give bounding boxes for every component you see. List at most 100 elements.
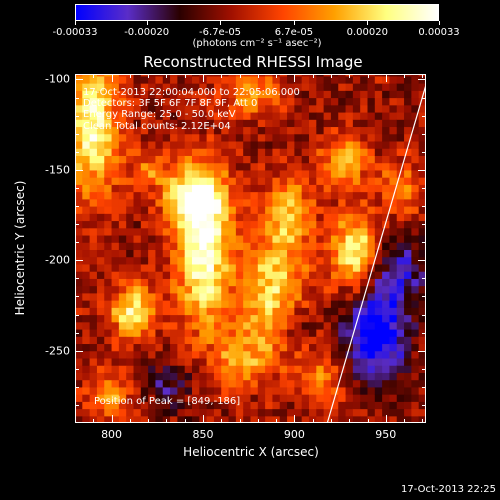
heatmap-cell (323, 119, 332, 128)
heatmap-cell (316, 314, 325, 323)
heatmap-cell (162, 408, 171, 417)
heatmap-cell (345, 169, 354, 178)
heatmap-cell (250, 177, 259, 185)
heatmap-cell (155, 365, 164, 373)
heatmap-cell (96, 97, 105, 106)
plot-area: 17-Oct-2013 22:00:04.000 to 22:05:06.000… (75, 74, 426, 423)
heatmap-cell (228, 321, 237, 330)
heatmap-cell (192, 271, 200, 279)
heatmap-cell (279, 83, 288, 91)
heatmap-cell (301, 321, 310, 330)
heatmap-cell (367, 408, 376, 417)
heatmap-cell (250, 169, 259, 178)
heatmap-cell (367, 386, 376, 395)
heatmap-cell (272, 285, 281, 294)
heatmap-cell (206, 169, 215, 178)
heatmap-cell (118, 162, 127, 171)
heatmap-cell (206, 328, 215, 337)
heatmap-cell (162, 263, 171, 272)
heatmap-cell (118, 242, 127, 251)
heatmap-cell (360, 83, 369, 91)
heatmap-cell (352, 263, 361, 272)
heatmap-cell (323, 155, 332, 164)
heatmap-cell (82, 155, 91, 164)
colorbar-tick-label: -0.00020 (124, 27, 170, 38)
heatmap-cell (382, 220, 391, 229)
heatmap-cell (389, 155, 398, 164)
heatmap-cell (243, 307, 252, 316)
heatmap-cell (389, 97, 398, 106)
heatmap-cell (411, 379, 420, 388)
heatmap-cell (250, 104, 259, 113)
heatmap-cell (323, 314, 332, 323)
heatmap-cell (352, 336, 361, 345)
heatmap-cell (104, 119, 113, 128)
heatmap-cell (199, 83, 208, 91)
heatmap-cell (294, 379, 303, 388)
heatmap-cell (287, 401, 295, 410)
heatmap-cell (111, 104, 120, 113)
heatmap-cell (272, 394, 281, 402)
heatmap-cell (374, 350, 383, 359)
heatmap-cell (213, 415, 222, 423)
heatmap-cell (338, 133, 347, 142)
heatmap-cell (213, 75, 222, 84)
heatmap-cell (338, 169, 347, 178)
heatmap-cell (338, 394, 347, 402)
heatmap-cell (250, 140, 259, 149)
heatmap-cell (309, 386, 317, 395)
heatmap-cell (360, 372, 369, 381)
x-minor-tick-top (184, 74, 186, 78)
heatmap-cell (213, 285, 222, 294)
heatmap-cell (323, 321, 332, 330)
heatmap-cell (133, 394, 142, 402)
heatmap-cell (206, 379, 215, 388)
heatmap-cell (250, 285, 259, 294)
heatmap-cell (382, 321, 391, 330)
heatmap-cell (104, 278, 113, 287)
heatmap-cell (367, 74, 376, 77)
heatmap-cell (111, 285, 120, 294)
heatmap-cell (140, 213, 149, 222)
heatmap-cell (162, 328, 171, 337)
heatmap-cell (243, 140, 252, 149)
heatmap-cell (126, 278, 135, 287)
heatmap-cell (374, 328, 383, 337)
heatmap-cell (367, 148, 376, 156)
heatmap-cell (272, 83, 281, 91)
heatmap-cell (345, 111, 354, 120)
heatmap-cell (82, 386, 91, 395)
x-tick-mark-top (385, 74, 387, 82)
heatmap-cell (177, 328, 186, 337)
heatmap-cell (170, 365, 178, 373)
heatmap-cell (228, 372, 237, 381)
heatmap-cell (352, 83, 361, 91)
heatmap-cell (257, 220, 266, 229)
heatmap-cell (96, 321, 105, 330)
heatmap-cell (111, 234, 120, 243)
y-minor-tick (75, 97, 79, 99)
heatmap-cell (213, 148, 222, 156)
heatmap-cell (338, 300, 347, 308)
heatmap-cell (133, 97, 142, 106)
heatmap-cell (374, 292, 383, 301)
heatmap-cell (367, 90, 376, 99)
heatmap-cell (75, 321, 83, 330)
heatmap-cell (118, 227, 127, 236)
heatmap-cell (148, 408, 157, 417)
heatmap-cell (279, 401, 288, 410)
heatmap-cell (418, 227, 426, 236)
heatmap-cell (309, 328, 317, 337)
heatmap-cell (411, 300, 420, 308)
heatmap-cell (352, 350, 361, 359)
heatmap-cell (396, 249, 405, 258)
heatmap-cell (206, 90, 215, 99)
heatmap-cell (228, 256, 237, 265)
y-minor-tick (75, 314, 79, 316)
heatmap-cell (411, 394, 420, 402)
heatmap-cell (279, 74, 288, 77)
heatmap-cell (243, 169, 252, 178)
heatmap-cell (126, 314, 135, 323)
heatmap-cell (221, 148, 230, 156)
heatmap-cell (243, 415, 252, 423)
